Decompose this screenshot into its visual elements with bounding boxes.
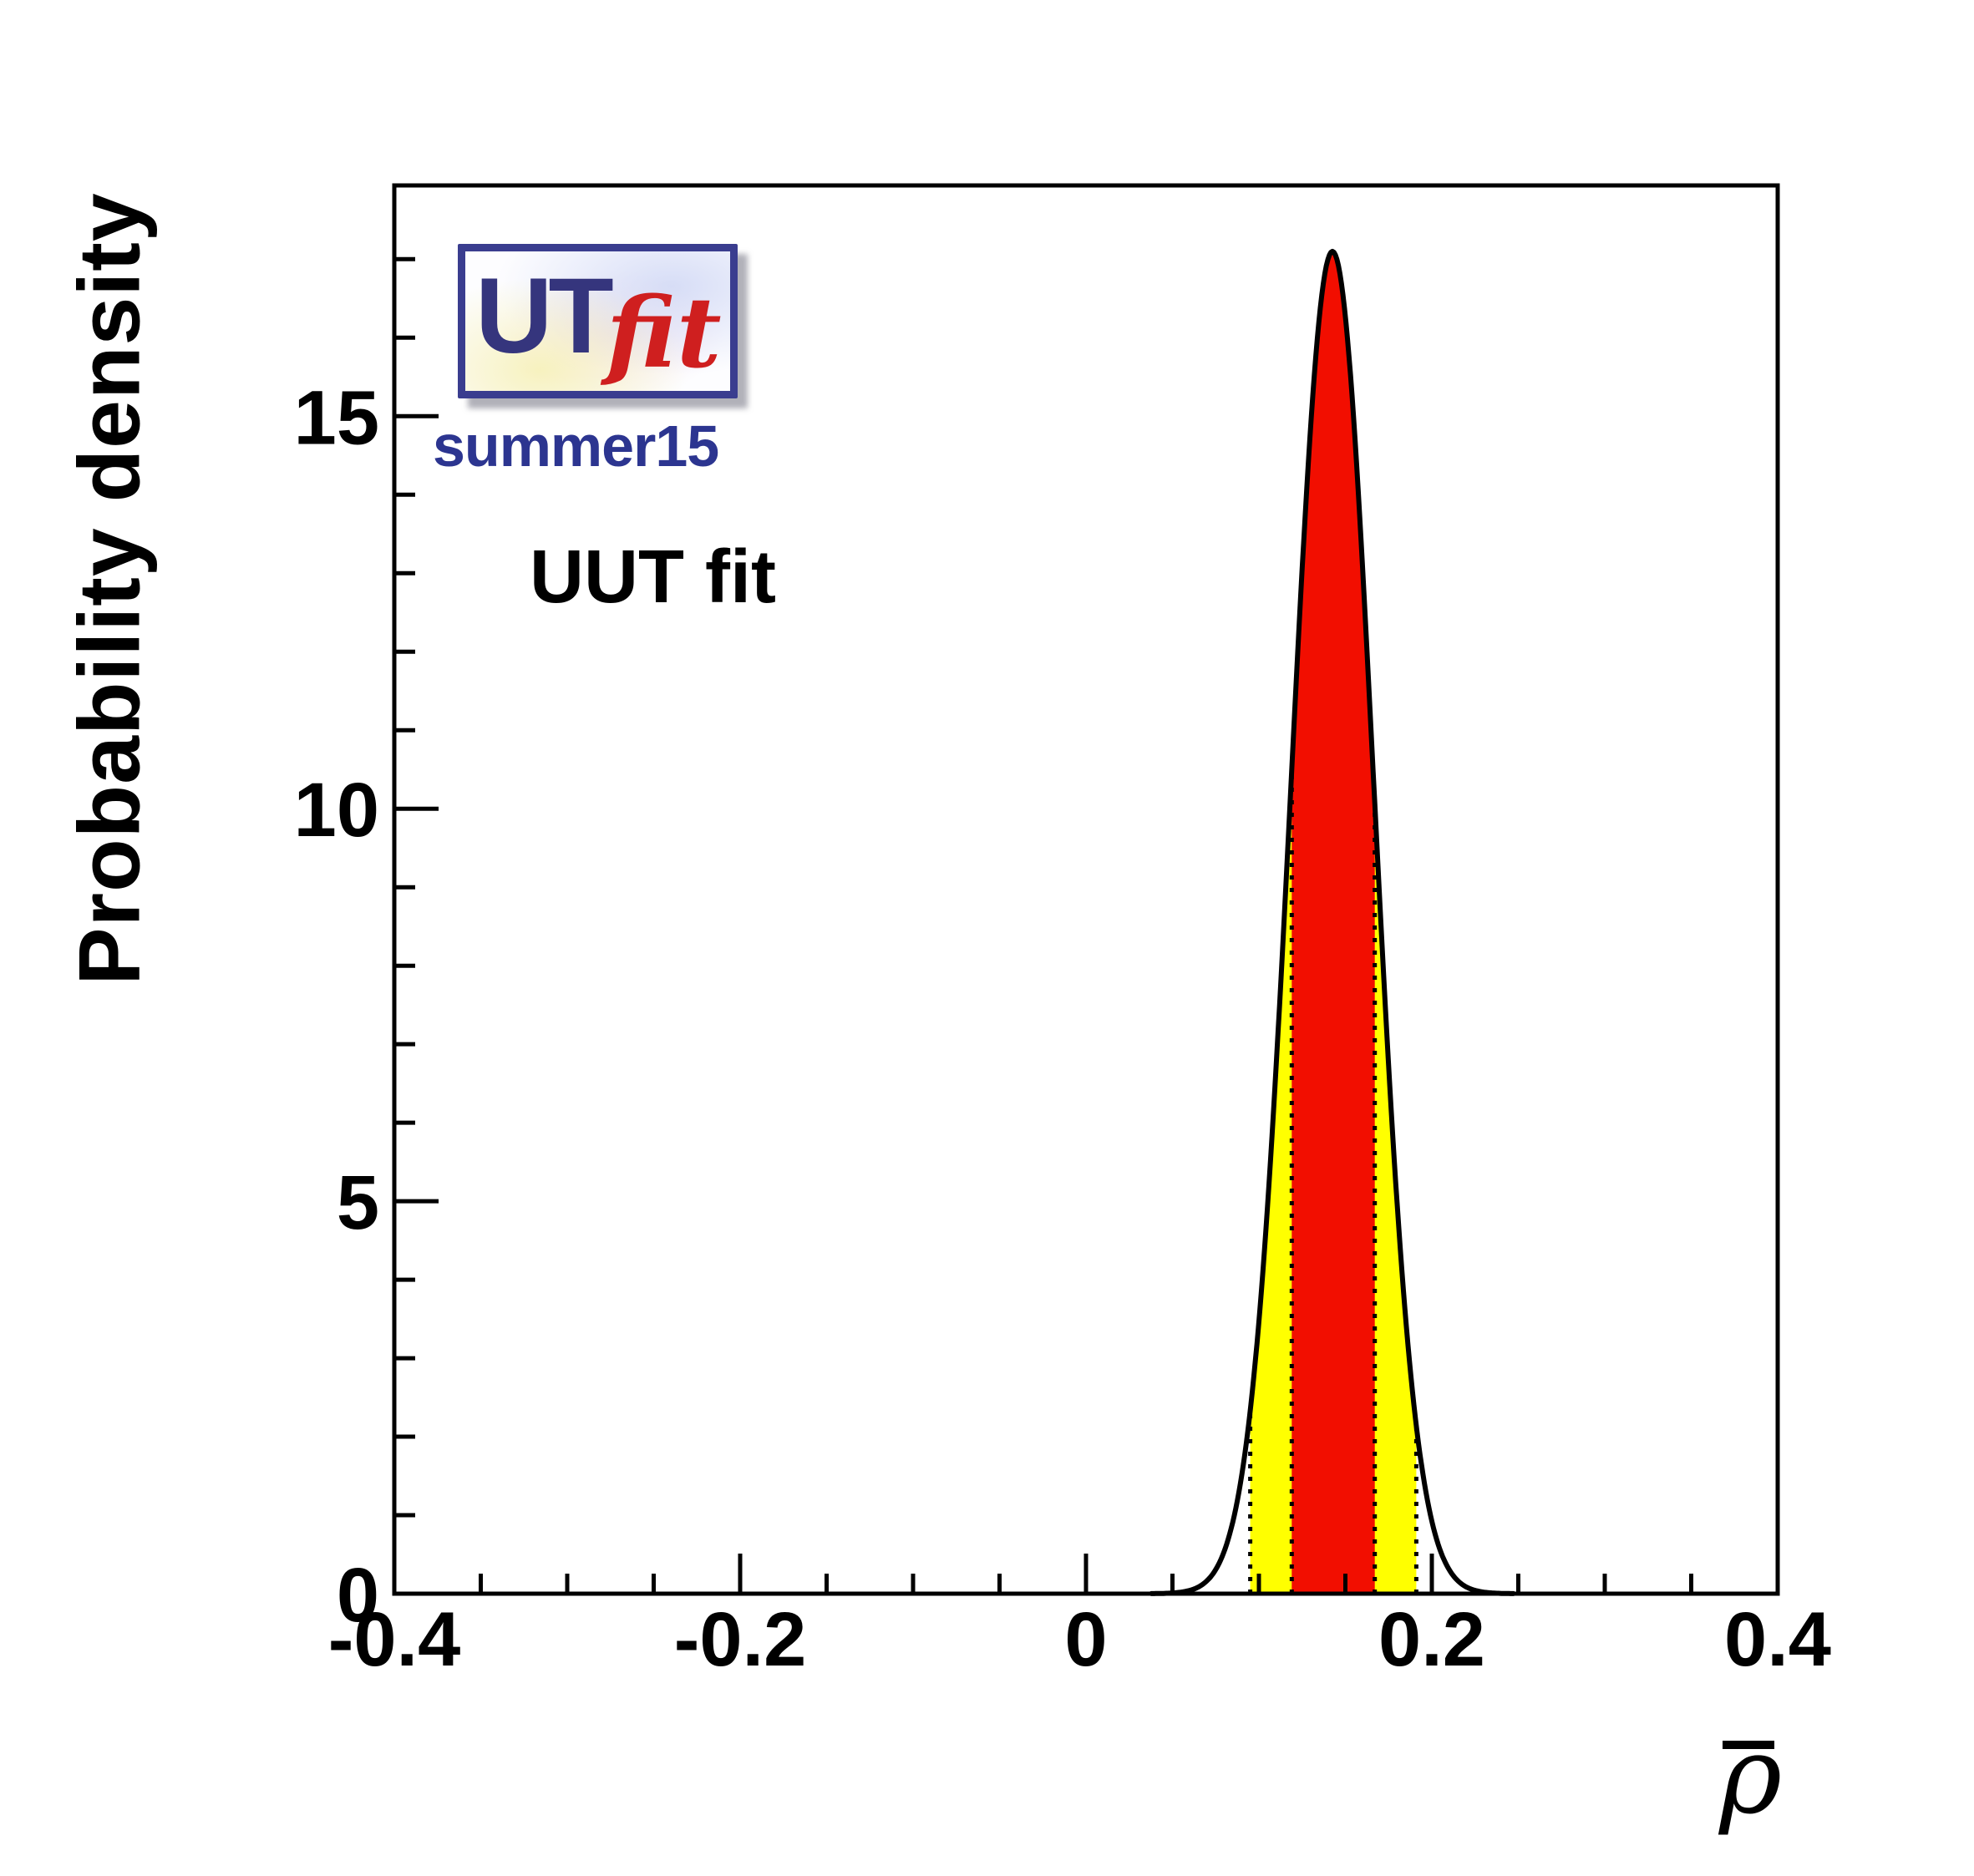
y-tick-label: 10 <box>294 768 379 853</box>
edition-label: summer15 <box>433 413 719 479</box>
y-axis-title: Probability density <box>61 192 159 986</box>
utfit-logo-ut-text: UT <box>475 256 614 376</box>
x-tick-label: -0.2 <box>674 1597 807 1682</box>
y-tick-label: 15 <box>294 375 379 460</box>
y-tick-label: 5 <box>337 1160 379 1245</box>
utfit-logo: UT fit <box>458 244 738 398</box>
pdf-curve <box>1149 248 1516 1596</box>
x-tick-label: 0.4 <box>1724 1597 1831 1682</box>
x-tick-label: 0.2 <box>1378 1597 1485 1682</box>
y-tick-label: 0 <box>337 1553 379 1638</box>
fit-type-label: UUT fit <box>530 535 776 619</box>
rho-symbol: ρ <box>1719 1714 1783 1838</box>
x-tick-label: -0.4 <box>328 1597 461 1682</box>
utfit-logo-fit-text: fit <box>606 276 722 390</box>
x-axis-title: ρ <box>1719 1704 1836 1846</box>
x-tick-label: 0 <box>1064 1597 1107 1682</box>
overline-bar <box>1723 1741 1774 1749</box>
band-68-area <box>1291 251 1375 1594</box>
